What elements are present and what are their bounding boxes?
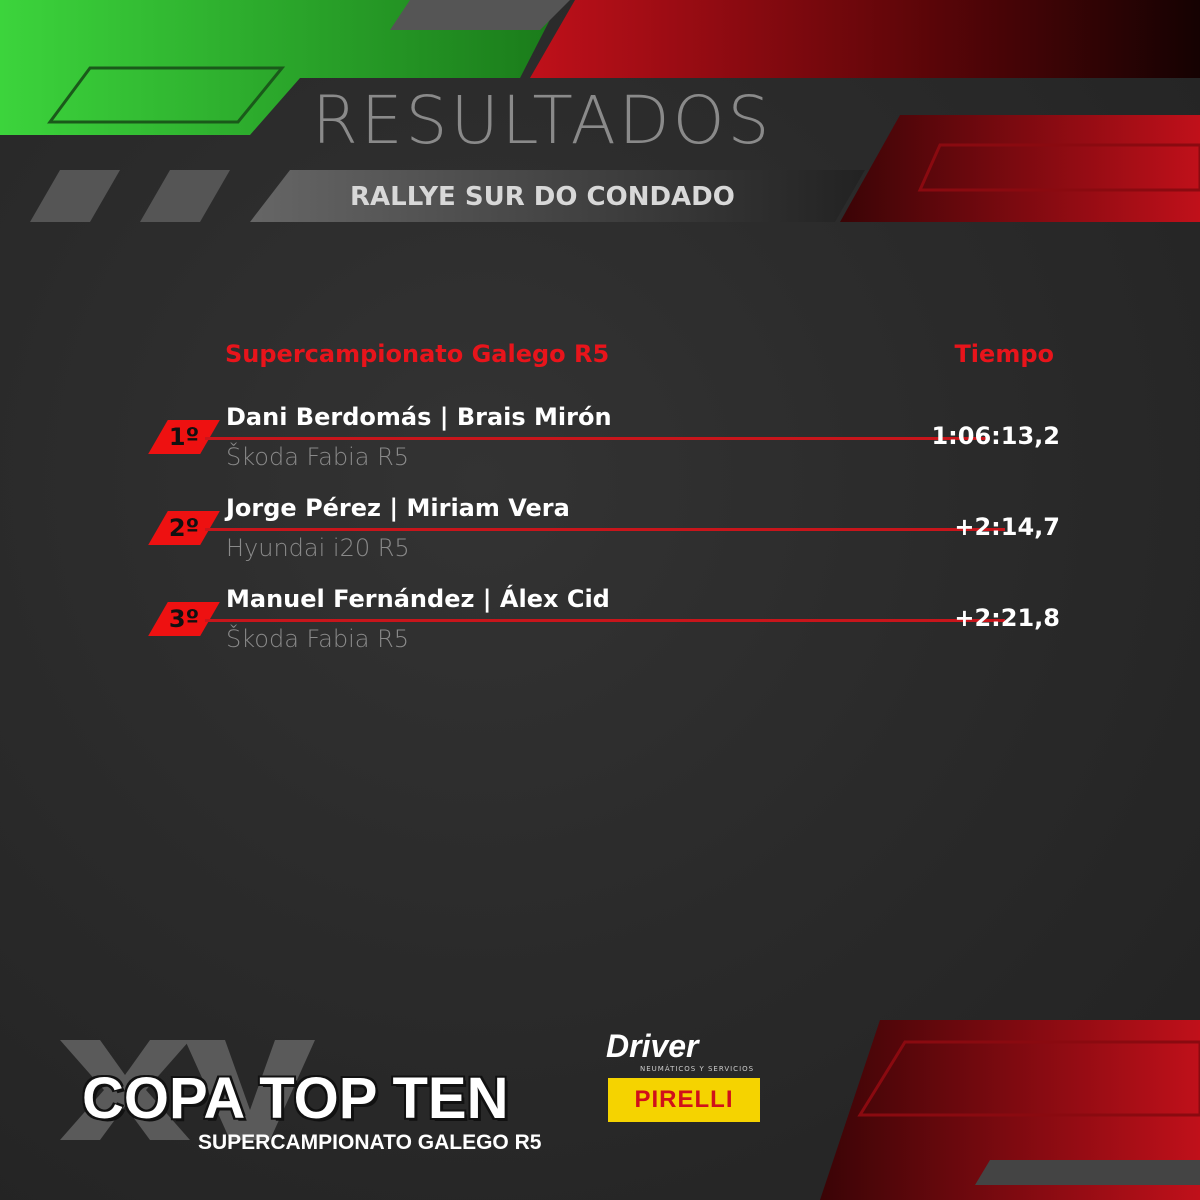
pirelli-logo: PIRELLI <box>608 1078 760 1122</box>
edition-numeral-logo <box>60 1040 315 1140</box>
brand-logo-text: COPA TOP TEN <box>82 1066 509 1131</box>
crew-name: Jorge Pérez | Miriam Vera <box>226 494 570 522</box>
driver-logo: Driver <box>606 1028 699 1064</box>
category-header: Supercampionato Galego R5 <box>225 340 610 368</box>
divider-line <box>205 528 1005 531</box>
divider-line <box>205 619 1005 622</box>
result-row: 1º Dani Berdomás | Brais Mirón Škoda Fab… <box>148 400 1060 480</box>
crew-name: Manuel Fernández | Álex Cid <box>226 585 610 613</box>
result-time: +2:21,8 <box>954 604 1060 632</box>
result-row: 3º Manuel Fernández | Álex Cid Škoda Fab… <box>148 582 1060 662</box>
crew-name: Dani Berdomás | Brais Mirón <box>226 403 612 431</box>
result-time: +2:14,7 <box>954 513 1060 541</box>
car-model: Škoda Fabia R5 <box>226 443 410 471</box>
time-header: Tiempo <box>954 340 1054 368</box>
championship-name: SUPERCAMPIONATO GALEGO R5 <box>198 1131 542 1154</box>
driver-tagline: NEUMÁTICOS Y SERVICIOS <box>640 1065 755 1073</box>
page-title: RESULTADOS <box>312 82 773 159</box>
car-model: Hyundai i20 R5 <box>226 534 410 562</box>
car-model: Škoda Fabia R5 <box>226 625 410 653</box>
result-row: 2º Jorge Pérez | Miriam Vera Hyundai i20… <box>148 491 1060 571</box>
divider-line <box>205 437 990 440</box>
event-name: RALLYE SUR DO CONDADO <box>350 182 735 212</box>
result-time: 1:06:13,2 <box>931 422 1060 450</box>
